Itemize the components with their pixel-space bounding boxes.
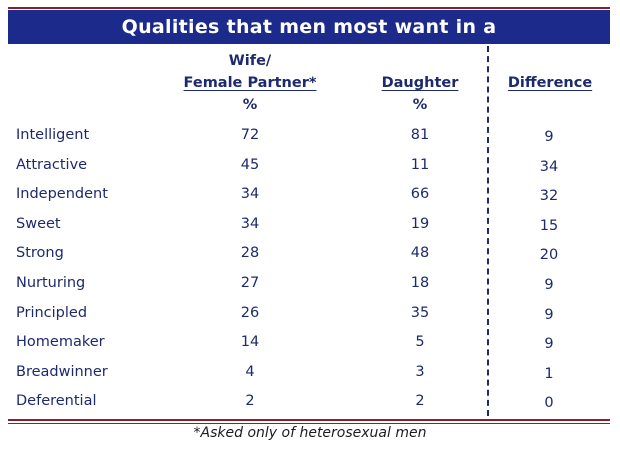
- cell-intelligent-wife: 72: [240, 127, 260, 143]
- cell-strong-difference: 20: [539, 247, 559, 264]
- column-header-difference: Difference: [492, 72, 608, 94]
- cell-strong-wife: 28: [240, 245, 260, 262]
- column-divider: [487, 46, 489, 416]
- cell-sweet-daughter: 19: [410, 215, 430, 232]
- footnote: *Asked only of heterosexual men: [193, 425, 427, 441]
- cell-independent-daughter: 66: [410, 186, 430, 203]
- top-rule: [8, 7, 610, 9]
- cell-homemaker-daughter: 5: [415, 334, 425, 351]
- cell-breadwinner-wife: 4: [245, 363, 255, 380]
- cell-intelligent-daughter: 81: [410, 127, 430, 143]
- cell-nurturing-difference: 9: [544, 277, 554, 293]
- cell-intelligent-difference: 9: [544, 129, 554, 145]
- cell-breadwinner-daughter: 3: [415, 363, 425, 380]
- row-label-homemaker: Homemaker: [16, 334, 105, 351]
- cell-breadwinner-difference: 1: [544, 365, 554, 382]
- cell-homemaker-difference: 9: [544, 336, 554, 353]
- column-header-wife-line1: Wife/: [228, 53, 272, 69]
- row-label-independent: Independent: [16, 186, 108, 203]
- cell-principled-difference: 9: [544, 306, 554, 323]
- cell-independent-difference: 32: [539, 188, 559, 205]
- bottom-rule-thin: [8, 423, 610, 424]
- cell-sweet-difference: 15: [539, 217, 559, 234]
- cell-deferential-daughter: 2: [415, 393, 425, 410]
- column-header-daughter-line1: Daughter: [381, 75, 459, 91]
- cell-nurturing-wife: 27: [240, 275, 260, 291]
- cell-independent-wife: 34: [240, 186, 260, 203]
- column-header-difference-line1: Difference: [507, 75, 593, 91]
- cell-homemaker-wife: 14: [240, 334, 260, 351]
- cell-sweet-wife: 34: [240, 215, 260, 232]
- cell-principled-daughter: 35: [410, 304, 430, 321]
- row-label-breadwinner: Breadwinner: [16, 363, 108, 380]
- row-label-strong: Strong: [16, 245, 64, 262]
- row-label-intelligent: Intelligent: [16, 127, 90, 143]
- table-title: Qualities that men most want in a: [8, 10, 610, 44]
- cell-attractive-daughter: 11: [410, 156, 430, 173]
- cell-nurturing-daughter: 18: [410, 275, 430, 291]
- row-label-nurturing: Nurturing: [16, 275, 86, 291]
- bottom-rule: [8, 419, 610, 421]
- column-unit-daughter: %: [412, 97, 428, 113]
- cell-attractive-difference: 34: [539, 158, 559, 175]
- row-label-attractive: Attractive: [16, 156, 88, 173]
- cell-attractive-wife: 45: [240, 156, 260, 173]
- cell-deferential-difference: 0: [544, 395, 554, 412]
- cell-deferential-wife: 2: [245, 393, 255, 410]
- column-header-daughter: Daughter %: [360, 72, 480, 116]
- row-label-deferential: Deferential: [16, 393, 97, 410]
- row-label-sweet: Sweet: [16, 215, 61, 232]
- cell-principled-wife: 26: [240, 304, 260, 321]
- cell-strong-daughter: 48: [410, 245, 430, 262]
- column-unit-wife: %: [242, 97, 258, 113]
- column-header-wife-line2: Female Partner*: [183, 75, 317, 91]
- column-header-wife: Wife/ Female Partner* %: [160, 50, 340, 116]
- row-label-principled: Principled: [16, 304, 88, 321]
